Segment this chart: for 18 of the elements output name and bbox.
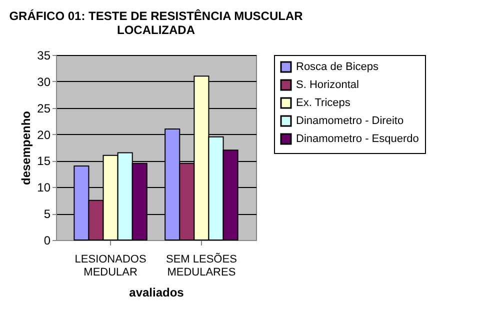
x-tick-label: LESIONADOS MEDULAR	[74, 254, 146, 278]
chart-title: GRÁFICO 01: TESTE DE RESISTÊNCIA MUSCULAR LOCALIZADA	[9, 9, 304, 37]
legend-label: Dinamometro - Direito	[296, 115, 404, 127]
legend-label: Ex. Triceps	[296, 97, 351, 109]
legend-label: S. Horizontal	[296, 79, 359, 91]
y-tick-label: 30	[37, 74, 51, 89]
x-axis-title: avaliados	[129, 286, 184, 300]
y-tick-label: 20	[37, 128, 51, 142]
x-tick-label: SEM LESÕES MEDULARES	[166, 252, 237, 278]
y-tick-label: 25	[37, 101, 51, 116]
y-tick-label: 5	[44, 207, 51, 222]
y-tick-label: 0	[44, 234, 51, 248]
y-tick-label: 35	[37, 48, 51, 62]
y-tick-label: 15	[37, 154, 51, 168]
y-tick-label: 10	[37, 180, 51, 195]
legend-label: Dinamometro - Esquerdo	[296, 133, 419, 145]
y-axis-title: desempenho	[19, 110, 34, 186]
legend-label: Rosca de Biceps	[296, 61, 380, 73]
